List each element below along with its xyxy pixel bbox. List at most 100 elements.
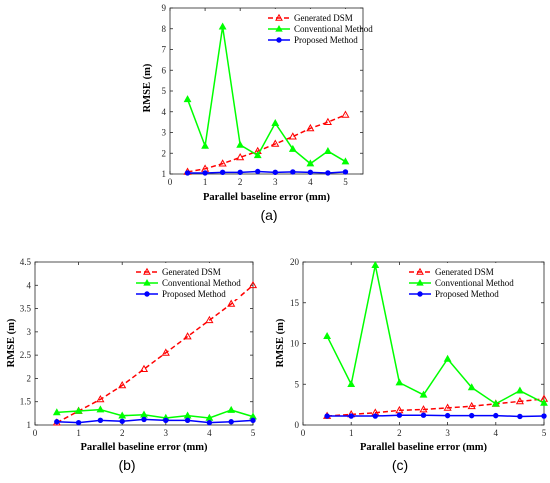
x-tick-label: 5 — [251, 428, 256, 438]
data-point-generated — [161, 348, 170, 356]
data-point-proposed — [517, 413, 523, 420]
data-point-generated — [323, 117, 332, 126]
data-point-proposed — [290, 169, 296, 175]
series-line-conventional — [326, 265, 545, 405]
legend-marker-generated — [143, 267, 151, 275]
y-tick-label: 3 — [162, 128, 167, 138]
data-point-conventional — [227, 405, 236, 413]
data-point-proposed — [342, 169, 349, 175]
data-point-proposed — [324, 413, 330, 419]
legend-label-conventional: Conventional Method — [162, 278, 241, 288]
data-point-conventional — [201, 141, 210, 149]
data-point-conventional — [323, 146, 332, 154]
data-point-conventional — [467, 383, 476, 391]
x-tick-label: 3 — [273, 177, 278, 187]
y-tick-label: 6 — [162, 65, 167, 75]
data-point-conventional — [347, 380, 356, 388]
data-point-generated — [227, 299, 236, 307]
y-tick-label: 2.5 — [20, 350, 32, 360]
legend-background — [133, 263, 240, 299]
series-line-proposed — [187, 170, 346, 174]
x-tick-label: 0 — [33, 428, 38, 438]
x-tick-label: 0 — [168, 177, 173, 187]
data-point-conventional — [395, 378, 404, 386]
y-tick-label: 2 — [27, 373, 32, 383]
data-point-conventional — [491, 399, 500, 407]
data-point-proposed — [54, 419, 60, 425]
data-point-proposed — [184, 170, 191, 176]
legend-marker-proposed — [417, 291, 423, 297]
y-tick-label: 15 — [290, 298, 300, 308]
data-point-conventional — [443, 354, 452, 362]
data-point-conventional — [253, 151, 262, 159]
data-point-generated — [236, 152, 245, 161]
y-axis-label: RMSE (m) — [275, 318, 286, 367]
data-point-conventional — [371, 261, 380, 269]
x-tick-label: 1 — [76, 428, 81, 438]
series-line-generated — [187, 114, 346, 173]
x-tick-label: 4 — [494, 428, 499, 438]
data-point-generated — [515, 396, 524, 405]
data-point-proposed — [219, 169, 226, 176]
legend-marker-conventional — [416, 278, 424, 286]
y-tick-label: 10 — [290, 339, 300, 349]
y-tick-label: 2 — [162, 148, 167, 158]
data-point-proposed — [228, 419, 234, 425]
x-axis-label: Parallel baseline error (mm) — [80, 442, 208, 453]
data-point-conventional — [96, 405, 105, 413]
data-point-generated — [419, 405, 428, 413]
legend-label-proposed: Proposed Method — [435, 289, 499, 299]
legend-marker-conventional — [275, 24, 283, 32]
y-tick-label: 5 — [162, 86, 167, 96]
data-point-generated — [183, 332, 192, 340]
chart-panel-c: 0 1 2 3 4 5 0 5 10 15 20 Parallel baseline error (m… — [275, 257, 549, 453]
x-axis-label: Parallel baseline error (mm) — [360, 442, 488, 453]
data-point-conventional — [540, 398, 548, 406]
series-line-generated — [327, 398, 545, 417]
y-axis-label: RMSE (m) — [6, 318, 17, 367]
data-point-conventional — [74, 406, 83, 414]
x-tick-label: 4 — [207, 428, 212, 438]
data-point-conventional — [323, 331, 332, 339]
x-tick-label: 2 — [397, 428, 402, 438]
legend-label-generated: Generated DSM — [162, 267, 221, 277]
x-tick-label: 2 — [238, 177, 243, 187]
data-point-proposed — [348, 413, 354, 419]
legend-label-generated: Generated DSM — [435, 267, 494, 277]
data-point-proposed — [444, 412, 451, 419]
data-point-generated — [306, 123, 315, 132]
data-point-conventional — [236, 140, 245, 148]
data-point-generated — [443, 403, 452, 411]
x-tick-label: 3 — [164, 428, 169, 438]
x-tick-label: 3 — [445, 428, 450, 438]
legend-marker-proposed — [144, 291, 150, 297]
data-point-conventional — [183, 95, 192, 103]
data-point-proposed — [97, 417, 104, 424]
x-tick-label: 1 — [203, 177, 208, 187]
data-point-proposed — [469, 412, 475, 419]
legend-marker-generated — [275, 13, 283, 21]
data-point-conventional — [288, 144, 297, 152]
y-tick-label: 1 — [27, 420, 32, 430]
y-tick-label: 4 — [27, 280, 32, 290]
data-point-proposed — [493, 412, 499, 419]
data-point-generated — [271, 139, 280, 147]
x-tick-label: 5 — [542, 428, 547, 438]
y-tick-label: 0 — [295, 420, 300, 430]
panel-caption-c: (c) — [392, 457, 408, 473]
data-point-proposed — [163, 417, 169, 424]
data-point-generated — [467, 401, 476, 410]
data-point-proposed — [325, 170, 331, 176]
x-tick-label: 1 — [349, 428, 354, 438]
data-point-conventional — [306, 159, 315, 167]
legend-label-proposed: Proposed Method — [162, 289, 226, 299]
x-axis-label: Parallel baseline error (mm) — [203, 192, 331, 203]
panel-caption-b: (b) — [118, 457, 135, 473]
y-tick-label: 8 — [162, 24, 167, 34]
